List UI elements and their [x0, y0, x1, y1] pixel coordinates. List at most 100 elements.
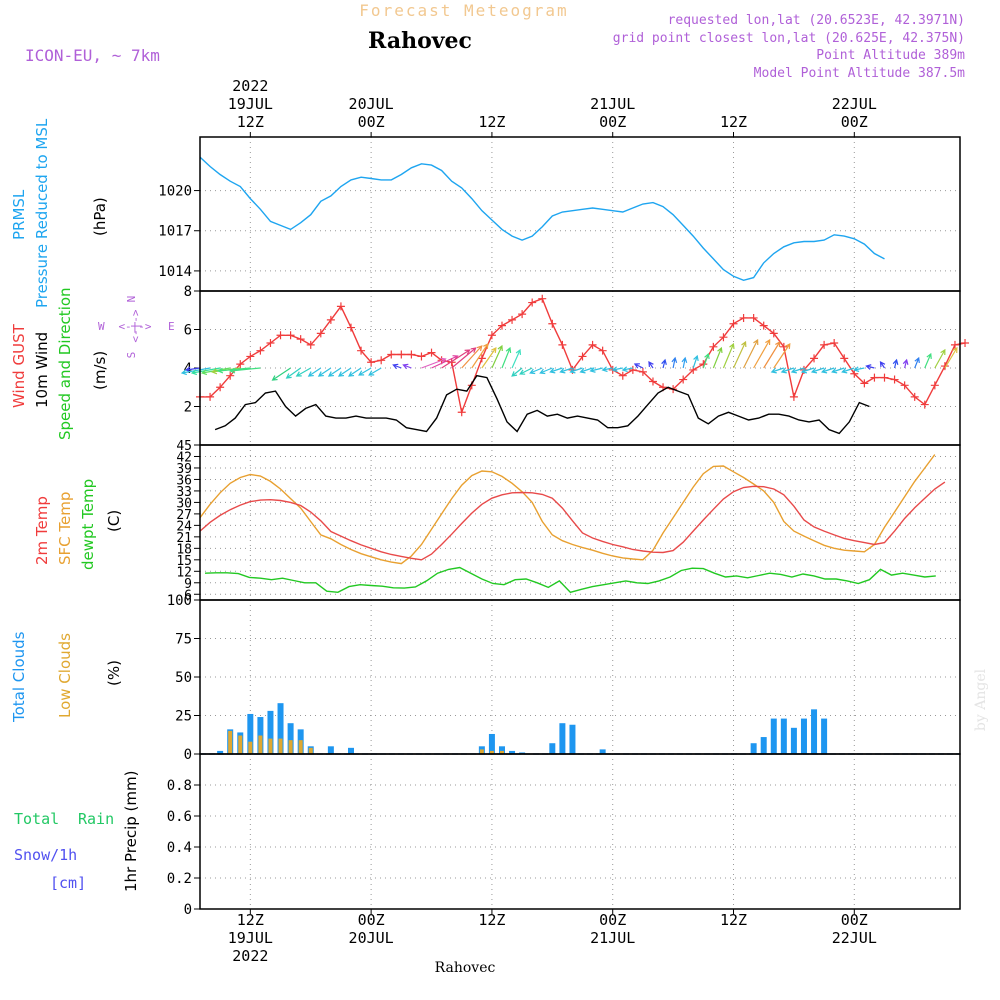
- wind-direction-arrow: [461, 345, 483, 369]
- y-tick-label: 30: [176, 496, 192, 511]
- y-tick-label: 1017: [158, 224, 192, 240]
- wind-gust-marker: [769, 329, 778, 338]
- time-label: 12Z: [237, 113, 264, 131]
- wind-gust-marker: [518, 310, 527, 319]
- wind-direction-arrow: [451, 347, 477, 369]
- y-tick-label: 15: [176, 554, 192, 569]
- total-cloud-bar: [287, 723, 294, 754]
- meteogram-title: Forecast Meteogram: [359, 1, 568, 20]
- wind-direction-arrow: [229, 367, 261, 374]
- precip-total-label: Total: [14, 810, 59, 828]
- total-cloud-bar: [327, 746, 334, 754]
- y-tick-label: 0: [184, 747, 192, 763]
- y-tick-label: 36: [176, 473, 192, 488]
- wind-gust-marker: [508, 315, 517, 324]
- wind-gust-marker: [538, 294, 547, 303]
- wind-gust-marker: [850, 369, 859, 378]
- sfc-temp-line: [199, 454, 936, 565]
- wind-direction-arrow: [441, 349, 471, 369]
- wind-gust-marker: [326, 315, 335, 324]
- wind-direction-arrow: [892, 358, 899, 369]
- wind-direction-arrow: [753, 338, 771, 369]
- wind-gust-marker: [779, 342, 788, 351]
- wind-direction-arrow: [611, 366, 623, 373]
- wind-gust-marker: [890, 375, 899, 384]
- wind-10m-label: 10m Wind: [33, 332, 51, 408]
- wind-speed-line: [214, 374, 870, 435]
- time-label: 2022: [232, 947, 268, 965]
- total-cloud-bar: [347, 747, 354, 754]
- location-title: Rahovec: [368, 28, 472, 54]
- wind-gust-marker: [477, 354, 486, 363]
- y-tick-label: 27: [176, 508, 192, 523]
- total-cloud-bar: [811, 709, 818, 754]
- total-cloud-bar: [599, 749, 606, 754]
- low-cloud-bar: [278, 738, 283, 754]
- wind-gust-marker: [729, 319, 738, 328]
- t2m-temp-line: [199, 481, 946, 561]
- wind-gust-marker: [930, 381, 939, 390]
- panel-frames: [199, 136, 961, 910]
- wind-direction-arrow: [569, 367, 583, 374]
- wind-direction-arrow: [853, 366, 865, 373]
- wind-direction-arrow: [633, 363, 644, 369]
- wind-direction-arrow: [773, 342, 791, 369]
- wind-gust-marker: [286, 331, 295, 340]
- wind-gust-marker: [548, 319, 557, 328]
- temp-2m-label: 2m Temp: [33, 496, 51, 565]
- wind-gust-marker: [216, 383, 225, 392]
- y-tick-label: 21: [176, 531, 192, 546]
- total-cloud-bar: [488, 733, 495, 754]
- time-label: 22JUL: [832, 929, 877, 947]
- time-label: 2022: [232, 77, 268, 95]
- wind-direction-arrow: [539, 367, 553, 375]
- wind-gust-marker: [759, 321, 768, 330]
- time-label: 12Z: [478, 113, 505, 131]
- wind-gust-marker: [860, 379, 869, 388]
- wind-unit: (m/s): [91, 351, 109, 390]
- total-cloud-bar: [770, 718, 777, 754]
- wind-gust-marker: [950, 340, 959, 349]
- wind-gust-marker: [306, 340, 315, 349]
- low-clouds-label: Low Clouds: [56, 633, 74, 718]
- wind-gust-marker: [709, 342, 718, 351]
- wind-gust-marker: [367, 358, 376, 367]
- wind-gust-marker: [789, 392, 798, 401]
- dewpt-temp-line: [204, 566, 936, 594]
- wind-direction-arrow: [648, 360, 654, 369]
- total-clouds-label: Total Clouds: [10, 631, 28, 723]
- wind-gust-marker: [880, 373, 889, 382]
- wind-gust-marker: [840, 354, 849, 363]
- wind-gust-marker: [336, 302, 345, 311]
- low-cloud-bar: [489, 750, 494, 754]
- wind-direction-arrow: [841, 367, 855, 374]
- y-tick-label: 0.2: [167, 871, 192, 887]
- wind-gust-marker: [820, 340, 829, 349]
- wind-direction-arrow: [944, 346, 958, 369]
- pressure-unit: (hPa): [91, 197, 109, 236]
- wind-gust-marker: [497, 321, 506, 330]
- y-tick-label: 1014: [158, 264, 192, 280]
- low-cloud-bar: [248, 741, 253, 754]
- wind-direction-arrow: [589, 367, 603, 373]
- wind-direction-arrow: [780, 367, 795, 374]
- wind-direction-arrow: [661, 358, 667, 369]
- wind-gust-marker: [638, 367, 647, 376]
- wind-gust-marker: [296, 335, 305, 344]
- time-label: 19JUL: [228, 929, 273, 947]
- wind-gust-marker: [397, 350, 406, 359]
- total-cloud-bar: [569, 724, 576, 754]
- wind-gust-marker: [588, 340, 597, 349]
- wind-direction-arrow: [217, 367, 251, 374]
- time-label: 12Z: [720, 113, 747, 131]
- wind-direction-arrow: [559, 367, 573, 374]
- wind-gust-marker: [276, 331, 285, 340]
- wind-gust-marker: [618, 371, 627, 380]
- wind-gust-marker: [387, 350, 396, 359]
- wind-direction-arrow: [511, 367, 523, 377]
- y-tick-label: 42: [176, 450, 192, 465]
- low-cloud-bar: [288, 740, 293, 754]
- low-cloud-bar: [298, 740, 303, 754]
